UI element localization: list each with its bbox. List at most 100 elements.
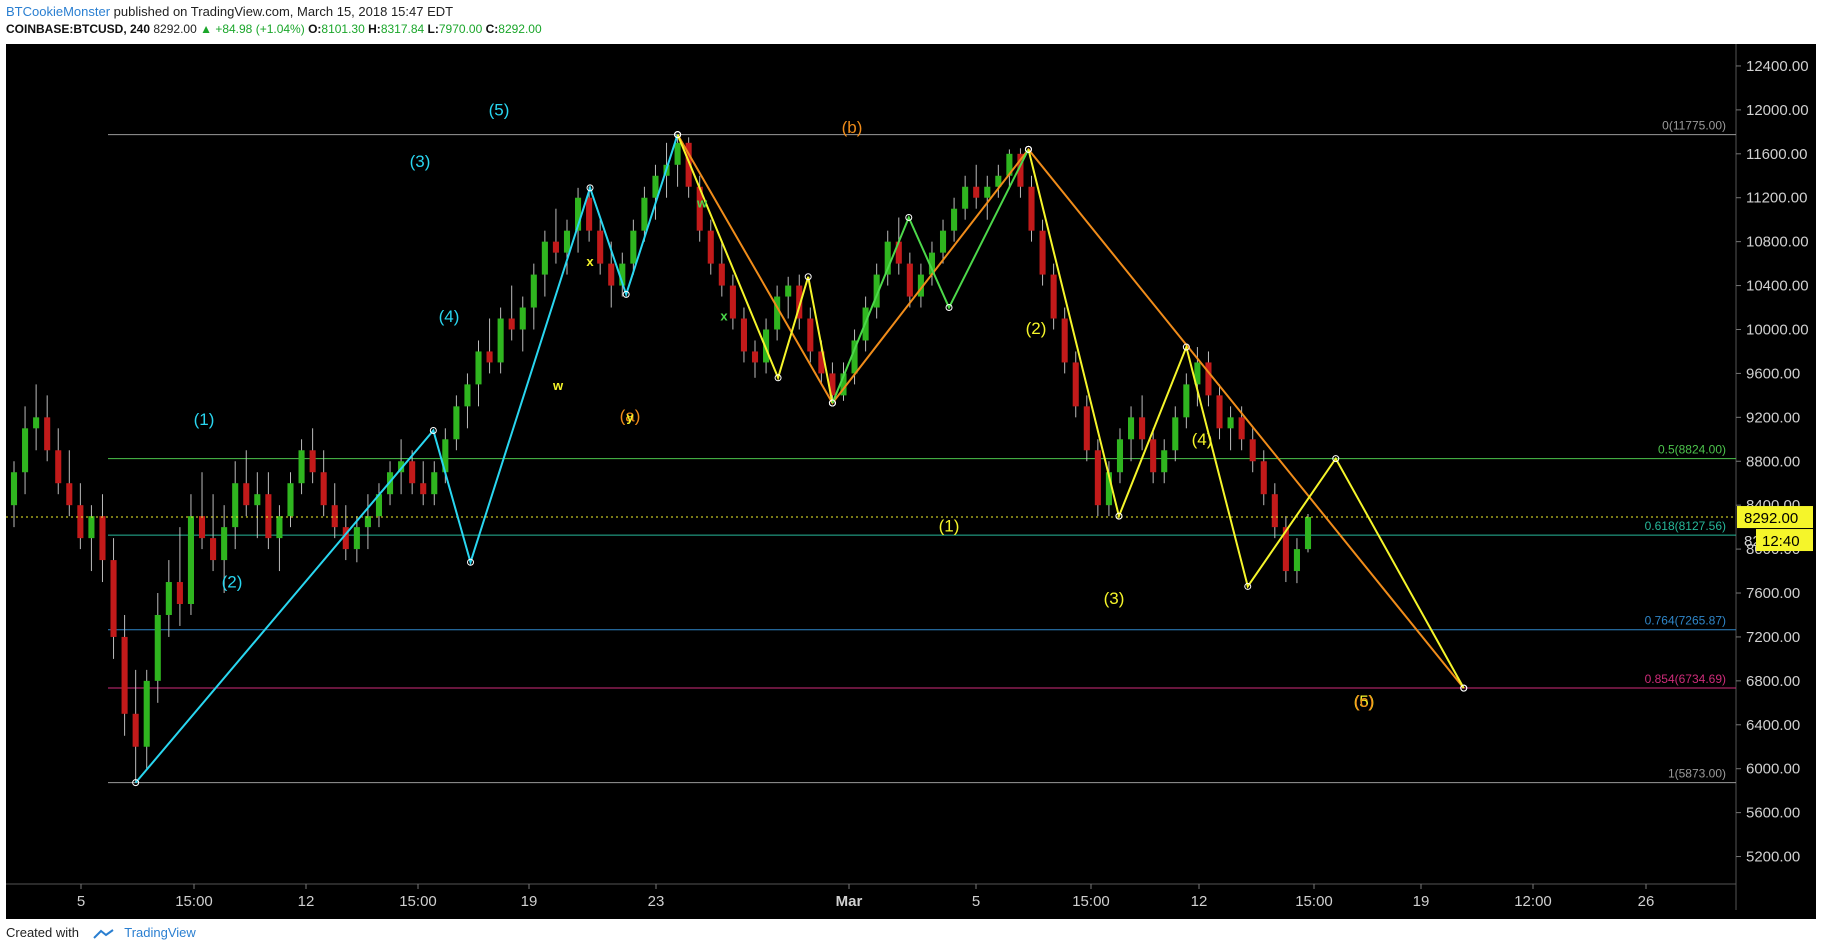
author-link[interactable]: BTCookieMonster <box>6 4 111 19</box>
wave-pivot-point <box>586 184 594 192</box>
price-chart[interactable]: 12400.00 12000.00 11600.00 11200.00 10800.00… <box>6 44 1816 919</box>
candle-up <box>1116 439 1124 473</box>
candle-down <box>198 516 206 539</box>
tradingview-link[interactable]: TradingView <box>124 925 196 940</box>
candle-up <box>1172 417 1179 451</box>
candle-up <box>1161 450 1168 473</box>
candle-up <box>995 175 1002 187</box>
candle-up <box>497 318 504 363</box>
candle-down <box>265 494 272 539</box>
y-tick-label: 10800.00 <box>1746 234 1809 251</box>
candle-down <box>243 483 250 506</box>
candle-up <box>851 340 858 374</box>
candle-down <box>44 417 51 451</box>
candle-down <box>1039 230 1046 275</box>
low-value: 7970.00 <box>438 22 483 36</box>
x-tick-label: 23 <box>648 893 665 910</box>
candle-down <box>1094 450 1101 506</box>
wave-pivot-point <box>1332 455 1340 463</box>
candle-down <box>210 538 217 561</box>
candle-down <box>342 527 349 550</box>
candle-up <box>873 274 880 308</box>
candle-down <box>1205 362 1212 396</box>
candle-down <box>420 483 427 495</box>
created-with-text: Created with <box>6 925 79 940</box>
candle-up <box>674 142 681 165</box>
candle-down <box>696 186 703 231</box>
candle-down <box>1083 406 1090 451</box>
y-tick-label: 9200.00 <box>1746 409 1800 426</box>
yellow-wxy-wave <box>676 134 834 404</box>
x-tick-label: 19 <box>521 893 538 910</box>
candle-down <box>77 505 84 539</box>
candle-up <box>641 197 648 231</box>
candle-up <box>221 527 228 561</box>
candle-down <box>99 516 106 561</box>
candle-up <box>22 428 29 473</box>
candle-up <box>917 274 924 297</box>
x-tick-label: 19 <box>1413 893 1430 910</box>
cyan-impulse-wave <box>134 134 679 784</box>
candle-up <box>187 516 194 604</box>
candle-up <box>298 450 305 484</box>
candle-down <box>586 197 593 231</box>
fib-level-label: 0(11775.00) <box>1662 119 1726 133</box>
candle-down <box>1072 362 1079 407</box>
high-label: H: <box>368 22 381 36</box>
fib-level-label: 1(5873.00) <box>1668 767 1726 781</box>
tradingview-logo-icon <box>92 928 114 939</box>
wave-label: (4) <box>439 307 460 326</box>
candle-down <box>1050 274 1057 319</box>
candle-up <box>453 406 460 440</box>
close-label: C: <box>485 22 499 36</box>
candle-down <box>508 318 515 330</box>
x-tick-label: 15:00 <box>1295 893 1333 910</box>
candle-up <box>928 252 936 275</box>
candle-down <box>895 241 902 264</box>
candle-down <box>740 318 747 352</box>
y-tick-label: 9600.00 <box>1746 365 1800 382</box>
last-price-label: 8292.00 <box>1744 510 1798 527</box>
chart-background <box>6 44 1816 919</box>
candle-down <box>1017 153 1024 187</box>
candle-down <box>66 483 73 506</box>
y-tick-label: 5200.00 <box>1746 849 1800 866</box>
y-tick-label: 7200.00 <box>1746 629 1800 646</box>
candle-down <box>552 241 559 253</box>
candle-up <box>143 680 150 747</box>
candle-down <box>132 713 139 747</box>
y-tick-label: 12400.00 <box>1746 58 1809 75</box>
candle-up <box>575 197 582 231</box>
x-tick-label: Mar <box>836 893 863 910</box>
candle-down <box>409 461 416 484</box>
y-tick-label: 11200.00 <box>1746 190 1807 207</box>
y-tick-label: 10400.00 <box>1746 278 1809 295</box>
candle-down <box>55 450 62 484</box>
wave-label: (4) <box>1192 430 1213 449</box>
publish-info: BTCookieMonster published on TradingView… <box>6 4 453 19</box>
y-tick-label: 12000.00 <box>1746 102 1809 119</box>
fib-level-label: 0.618(8127.56) <box>1645 519 1726 533</box>
candle-up <box>1293 549 1300 572</box>
x-tick-label: 15:00 <box>1072 893 1110 910</box>
wave-pivot-point <box>1460 684 1468 692</box>
last-price: 8292.00 <box>153 22 197 36</box>
fib-level-label: 0.854(6734.69) <box>1645 672 1726 686</box>
candle-up <box>154 614 161 681</box>
candle-down <box>320 472 327 506</box>
wave-pivot-point <box>774 374 782 382</box>
candle-up <box>1304 517 1312 550</box>
candle-up <box>563 230 571 253</box>
wave-label: (1) <box>939 517 960 536</box>
wave-pivot-point <box>674 131 682 139</box>
candle-up <box>276 516 283 539</box>
candle-up <box>530 274 537 308</box>
candle-up <box>763 329 770 363</box>
candle-up <box>939 230 947 253</box>
wave-pivot-point <box>429 427 437 435</box>
candle-up <box>951 208 958 231</box>
candle-up <box>375 494 383 517</box>
candle-up <box>785 285 792 297</box>
candle-down <box>707 230 714 264</box>
candle-up <box>165 582 172 615</box>
